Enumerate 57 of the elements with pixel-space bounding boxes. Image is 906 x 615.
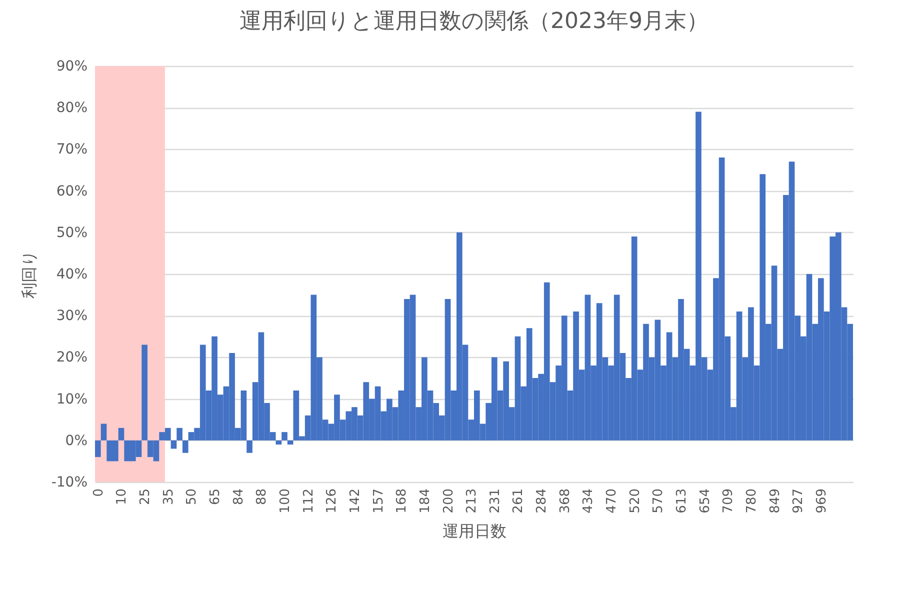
bar [170, 440, 177, 449]
x-tick-label: 654 [698, 488, 713, 514]
y-tick-label: -10% [51, 474, 88, 490]
y-tick-label: 20% [56, 350, 88, 366]
x-tick-label: 261 [511, 488, 526, 514]
bar [246, 440, 252, 453]
x-tick-label: 231 [488, 488, 503, 514]
x-tick-label: 88 [254, 488, 270, 506]
chart-title: 運用利回りと運用日数の関係（2023年9月末） [240, 9, 708, 34]
y-tick-label: 0% [65, 432, 88, 449]
x-tick-label: 780 [744, 488, 760, 514]
x-tick-label: 142 [348, 488, 363, 514]
bar [142, 344, 148, 440]
x-tick-label: 200 [441, 488, 456, 514]
y-tick-label: 40% [56, 266, 88, 282]
bar [176, 428, 182, 440]
x-tick-label: 927 [791, 488, 806, 514]
x-tick-label: 213 [464, 488, 480, 514]
x-tick-label: 184 [418, 488, 433, 514]
x-tick-label: 849 [768, 488, 783, 514]
x-tick-label: 570 [651, 488, 666, 514]
x-tick-label: 709 [721, 488, 736, 514]
x-tick-label: 168 [394, 488, 410, 514]
bar [95, 440, 101, 458]
bar [182, 440, 188, 453]
x-tick-label: 50 [184, 488, 200, 506]
bar [100, 424, 107, 440]
y-tick-label: 10% [56, 391, 88, 408]
x-tick-label: 25 [138, 488, 154, 506]
bar [276, 440, 282, 445]
bar [118, 428, 124, 440]
y-tick-label: 80% [56, 100, 88, 116]
x-tick-label: 969 [814, 488, 830, 514]
x-tick-label: 157 [371, 488, 386, 514]
x-tick-label: 434 [581, 488, 596, 514]
x-tick-label: 368 [558, 488, 573, 514]
x-tick-label: 112 [301, 488, 316, 514]
y-tick-label: 50% [56, 224, 88, 241]
x-tick-label: 0 [91, 488, 106, 497]
x-tick-label: 10 [114, 488, 130, 506]
y-tick-label: 30% [56, 308, 88, 324]
x-tick-label: 284 [534, 488, 550, 514]
x-tick-label: 520 [628, 488, 643, 514]
bar [287, 440, 294, 445]
x-tick-label: 65 [208, 488, 224, 506]
x-tick-label: 126 [324, 488, 340, 514]
x-tick-label: 470 [604, 488, 620, 514]
x-tick-label: 613 [674, 488, 690, 514]
y-axis-title: 利回り [19, 250, 38, 298]
y-tick-label: 60% [56, 183, 88, 200]
x-tick-label: 84 [231, 488, 246, 506]
x-tick-label: 35 [161, 488, 176, 506]
y-tick-label: 90% [56, 58, 88, 74]
x-axis-title: 運用日数 [442, 521, 506, 540]
x-tick-label: 100 [278, 488, 293, 514]
bar [282, 432, 288, 440]
y-tick-label: 70% [56, 142, 88, 158]
